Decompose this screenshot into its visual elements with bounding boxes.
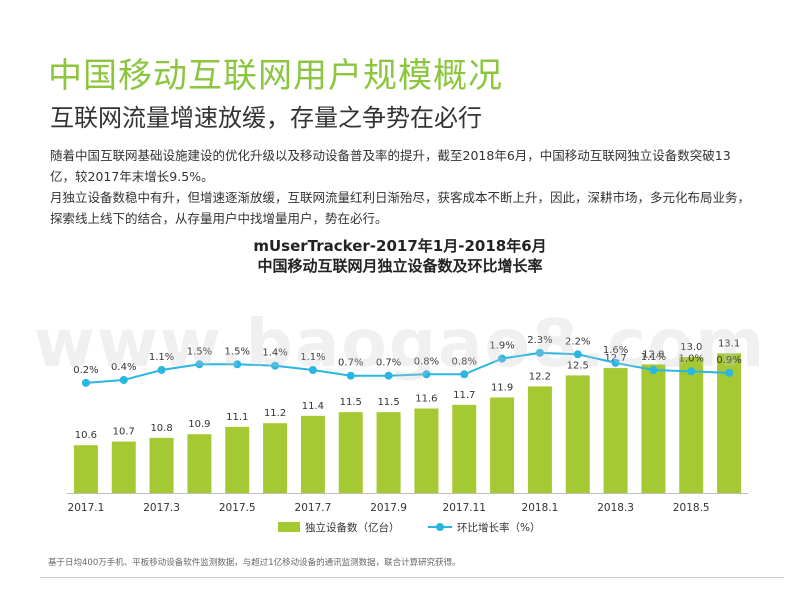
- bar-label-2017.11: 11.7: [453, 390, 475, 401]
- footnote: 基于日均400万手机、平板移动设备软件监测数据，与超过1亿移动设备的通讯监测数据…: [48, 558, 461, 568]
- growth-point-2017.7: [308, 366, 317, 374]
- chart-subtitle: 中国移动互联网月独立设备数及环比增长率: [257, 257, 543, 275]
- growth-label-2018.1: 2.3%: [527, 335, 552, 346]
- bar-2017.6: [263, 423, 288, 493]
- growth-point-2017.8: [346, 371, 355, 380]
- growth-point-2017.1: [81, 378, 90, 387]
- bar-label-2017.3: 10.8: [150, 423, 172, 434]
- bar-label-2017.5: 11.1: [226, 412, 248, 423]
- growth-label-2017.11: 0.8%: [452, 356, 477, 367]
- legend-bar-label: 独立设备数（亿台）: [305, 521, 400, 534]
- page-title: 中国移动互联网用户规模概况: [48, 56, 503, 96]
- growth-label-2017.10: 0.8%: [414, 356, 439, 367]
- growth-label-2018.4: 1.1%: [641, 352, 666, 363]
- growth-point-2018.2: [573, 350, 582, 359]
- growth-point-2017.9: [384, 371, 393, 380]
- growth-label-2017.2: 0.4%: [111, 362, 136, 373]
- bar-2018.1: [527, 386, 552, 493]
- bar-2018.2: [565, 375, 590, 493]
- growth-label-2017.8: 0.7%: [338, 358, 363, 369]
- growth-label-2017.12: 1.9%: [489, 341, 514, 352]
- bar-2017.4: [187, 434, 212, 493]
- chart-title-block: mUserTracker-2017年1月-2018年6月 中国移动互联网月独立设…: [0, 236, 800, 276]
- bar-2017.8: [338, 412, 363, 493]
- growth-point-2018.4: [649, 366, 658, 374]
- legend-line-marker: [436, 523, 444, 531]
- x-tick-label-2018.5: 2018.5: [673, 502, 710, 514]
- body-text: 随着中国互联网基础设施建设的优化升级以及移动设备普及率的提升，截至2018年6月…: [50, 145, 750, 229]
- bar-label-2018.6: 13.1: [718, 338, 740, 349]
- bar-label-2017.7: 11.4: [302, 401, 324, 412]
- bar-2017.9: [376, 412, 401, 493]
- x-tick-label-2017.11: 2017.11: [443, 502, 486, 514]
- page-subtitle: 互联网流量增速放缓，存量之争势在必行: [50, 104, 482, 132]
- bar-label-2017.1: 10.6: [75, 430, 97, 441]
- bar-2017.2: [111, 441, 136, 493]
- legend-bar-swatch: [278, 522, 300, 532]
- x-tick-label-2017.7: 2017.7: [295, 502, 332, 514]
- x-tick-label-2018.3: 2018.3: [597, 502, 634, 514]
- bar-label-2018.2: 12.5: [567, 360, 589, 371]
- growth-rate-line: [85, 351, 730, 384]
- growth-point-2017.5: [233, 360, 242, 369]
- body-paragraph-2: 月独立设备数稳中有升，但增速逐渐放缓，互联网流量红利日渐殆尽，获客成本不断上升，…: [50, 190, 751, 226]
- growth-label-2018.2: 2.2%: [565, 336, 590, 347]
- growth-point-2017.12: [498, 354, 507, 363]
- x-tick-label-2017.5: 2017.5: [219, 502, 256, 514]
- growth-point-2018.5: [687, 367, 696, 376]
- growth-point-2017.3: [157, 366, 166, 374]
- bar-label-2017.2: 10.7: [113, 427, 135, 438]
- bar-2017.10: [414, 408, 439, 493]
- bar-2018.4: [641, 364, 666, 493]
- growth-point-2017.2: [119, 376, 128, 384]
- bar-label-2017.12: 11.9: [491, 382, 513, 393]
- bar-label-2017.6: 11.2: [264, 408, 286, 419]
- bar-2018.3: [603, 368, 628, 493]
- bar-2017.5: [225, 426, 250, 493]
- growth-point-2017.6: [271, 361, 280, 370]
- bar-label-2018.3: 12.7: [604, 353, 626, 364]
- growth-label-2018.3: 1.6%: [603, 345, 628, 356]
- bar-label-2018.5: 13.0: [680, 342, 702, 353]
- bar-label-2018.4: 12.8: [642, 349, 664, 360]
- legend-line-label: 环比增长率（%）: [457, 521, 540, 534]
- bar-2017.7: [300, 415, 325, 493]
- bar-2017.12: [490, 397, 515, 493]
- growth-label-2017.9: 0.7%: [376, 358, 401, 369]
- x-tick-label-2018.1: 2018.1: [522, 502, 559, 514]
- chart-title: mUserTracker-2017年1月-2018年6月: [253, 237, 547, 255]
- bar-2017.1: [73, 445, 98, 493]
- body-paragraph-1: 随着中国互联网基础设施建设的优化升级以及移动设备普及率的提升，截至2018年6月…: [50, 148, 731, 184]
- bar-2017.11: [452, 404, 477, 493]
- bar-label-2017.4: 10.9: [188, 419, 210, 430]
- growth-label-2017.1: 0.2%: [73, 365, 98, 376]
- growth-point-2017.4: [195, 360, 204, 369]
- growth-label-2017.3: 1.1%: [149, 352, 174, 363]
- bar-label-2017.10: 11.6: [415, 393, 437, 404]
- growth-label-2017.5: 1.5%: [225, 346, 250, 357]
- growth-point-2017.10: [422, 370, 431, 379]
- bar-2017.3: [149, 437, 174, 493]
- growth-point-2018.6: [725, 368, 734, 377]
- bar-label-2018.1: 12.2: [529, 371, 551, 382]
- growth-label-2018.5: 1.0%: [679, 353, 704, 364]
- bar-label-2017.9: 11.5: [377, 397, 399, 408]
- growth-label-2017.4: 1.5%: [187, 346, 212, 357]
- growth-point-2018.1: [535, 348, 544, 357]
- x-tick-label-2017.1: 2017.1: [68, 502, 105, 514]
- bar-2018.5: [679, 357, 704, 493]
- growth-label-2018.6: 0.9%: [716, 355, 741, 366]
- growth-point-2018.3: [611, 358, 620, 367]
- x-tick-label-2017.9: 2017.9: [370, 502, 407, 514]
- growth-point-2017.11: [460, 370, 469, 379]
- growth-label-2017.7: 1.1%: [300, 352, 325, 363]
- growth-label-2017.6: 1.4%: [262, 348, 287, 359]
- bottom-divider: [40, 577, 784, 578]
- x-tick-label-2017.3: 2017.3: [143, 502, 180, 514]
- bar-label-2017.8: 11.5: [340, 397, 362, 408]
